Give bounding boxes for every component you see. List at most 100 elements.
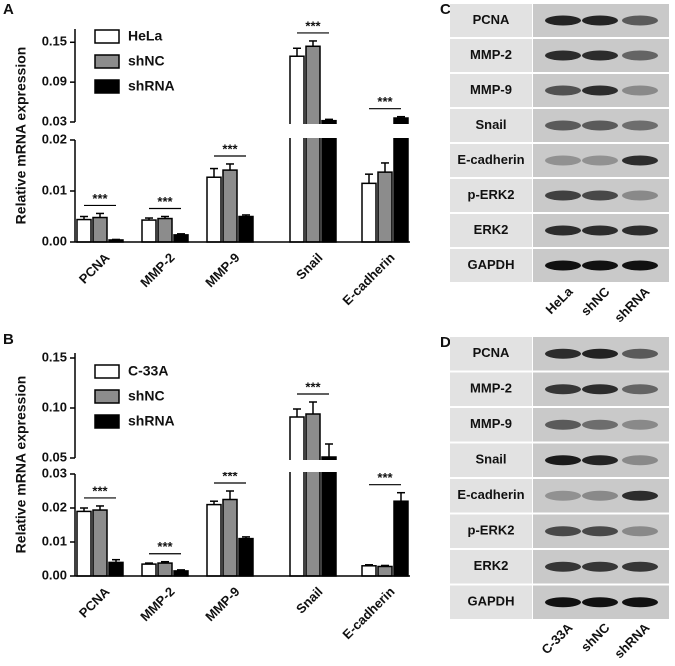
blot-band: [622, 85, 658, 96]
axis-break: [67, 460, 412, 472]
y-tick-label: 0.02: [42, 499, 67, 514]
blot-row-label: Snail: [475, 452, 506, 467]
blot-row-label: MMP-2: [470, 381, 512, 396]
panel-label: C: [440, 1, 451, 18]
blot-band: [582, 526, 618, 537]
blot-row-label: p-ERK2: [468, 187, 515, 202]
significance-label: ***: [377, 94, 393, 109]
y-tick-label: 0.02: [42, 131, 67, 146]
bar: [377, 565, 393, 577]
bar: [222, 169, 238, 243]
bar: [361, 565, 377, 577]
y-tick-label: 0.10: [42, 399, 67, 414]
blot-band: [545, 597, 581, 608]
bar: [305, 45, 321, 243]
lane-label: shNC: [578, 620, 613, 655]
blot-band: [582, 120, 618, 131]
y-tick-label: 0.00: [42, 567, 67, 582]
legend-swatch: [94, 29, 120, 44]
blot-label-bg: [450, 39, 532, 72]
blot-row-label: MMP-9: [470, 82, 512, 97]
significance-label: ***: [157, 194, 173, 209]
blot-label-bg: [450, 479, 532, 513]
blot-band: [622, 526, 658, 537]
blot-band: [545, 260, 581, 271]
blot-band: [545, 490, 581, 501]
legend-label: C-33A: [128, 363, 168, 379]
blot-label-bg: [450, 443, 532, 477]
bar: [289, 55, 305, 243]
blot-label-bg: [450, 144, 532, 177]
blot-row-label: Snail: [475, 117, 506, 132]
bar: [141, 563, 157, 577]
panel-label: B: [3, 331, 14, 348]
blot-row-label: GAPDH: [468, 257, 515, 272]
blot-band: [582, 225, 618, 236]
lane-label: shRNA: [611, 284, 653, 326]
x-tick-label: Snail: [293, 250, 326, 283]
bar: [238, 537, 254, 577]
y-tick-label: 0.03: [42, 113, 67, 128]
x-tick-label: PCNA: [76, 584, 113, 621]
blot-band: [622, 50, 658, 61]
blot-label-bg: [450, 214, 532, 247]
blot-band: [545, 85, 581, 96]
bar: [222, 498, 238, 577]
axis-break: [67, 124, 412, 138]
bar: [393, 500, 409, 577]
blot-band: [622, 455, 658, 466]
blot-row-label: GAPDH: [468, 594, 515, 609]
blot-row-label: p-ERK2: [468, 523, 515, 538]
blot-band: [545, 50, 581, 61]
blot-band: [582, 85, 618, 96]
significance-label: ***: [222, 468, 238, 483]
bar: [173, 570, 189, 577]
blot-band: [582, 597, 618, 608]
blot-row-label: PCNA: [473, 12, 510, 27]
blot-label-bg: [450, 550, 532, 584]
x-tick-label: MMP-9: [202, 250, 242, 290]
bar: [321, 456, 337, 577]
lane-label: HeLa: [542, 283, 576, 317]
bar: [305, 413, 321, 577]
blot-band: [622, 490, 658, 501]
blot-band: [622, 225, 658, 236]
lane-label: shRNA: [611, 620, 653, 662]
blot-band: [545, 190, 581, 201]
bar: [108, 561, 124, 577]
significance-label: ***: [222, 141, 238, 156]
blot-row-label: ERK2: [474, 558, 509, 573]
legend-swatch: [94, 364, 120, 379]
blot-label-bg: [450, 179, 532, 212]
legend-label: shRNA: [128, 413, 175, 429]
y-tick-label: 0.09: [42, 74, 67, 89]
bar: [377, 171, 393, 243]
significance-label: ***: [92, 191, 108, 206]
bar: [238, 215, 254, 243]
y-tick-label: 0.01: [42, 533, 67, 548]
bar: [92, 216, 108, 243]
blot-band: [582, 348, 618, 359]
legend-swatch: [94, 414, 120, 429]
y-tick-label: 0.05: [42, 449, 67, 464]
blot-band: [622, 120, 658, 131]
blot-band: [582, 50, 618, 61]
blot-band: [622, 384, 658, 395]
legend-swatch: [94, 389, 120, 404]
blot-row-label: ERK2: [474, 222, 509, 237]
x-tick-label: E-cadherin: [339, 250, 397, 308]
blot-label-bg: [450, 337, 532, 371]
lane-label: C-33A: [538, 620, 576, 658]
blot-band: [545, 384, 581, 395]
legend-label: shNC: [128, 388, 165, 404]
blot-label-bg: [450, 109, 532, 142]
blot-label-bg: [450, 4, 532, 37]
blot-band: [622, 15, 658, 26]
significance-label: ***: [92, 483, 108, 498]
bar: [361, 182, 377, 243]
significance-label: ***: [157, 539, 173, 554]
y-tick-label: 0.15: [42, 34, 67, 49]
blot-band: [622, 419, 658, 430]
bar: [92, 509, 108, 577]
legend-label: shRNA: [128, 78, 175, 94]
